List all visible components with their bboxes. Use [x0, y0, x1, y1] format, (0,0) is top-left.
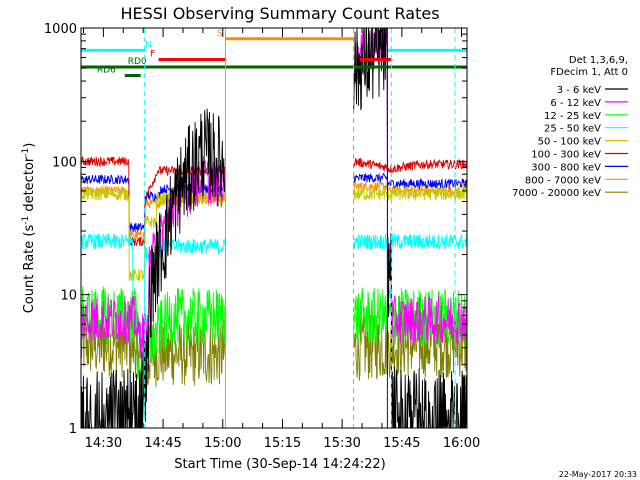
x-tick-label: 16:00	[443, 436, 480, 451]
series-line-12_25keV	[81, 286, 467, 380]
x-tick-label: 15:15	[264, 436, 301, 451]
x-axis-label: Start Time (30-Sep-14 14:24:22)	[174, 457, 385, 472]
legend-label: 100 - 300 keV	[531, 150, 601, 161]
series-line-50_100keV	[81, 186, 467, 282]
y-tick-label: 10	[60, 289, 77, 304]
legend-header: Det 1,3,6,9,	[569, 55, 628, 66]
legend-header: FDecim 1, Att 0	[550, 67, 628, 78]
legend-label: 6 - 12 keV	[550, 98, 601, 109]
vertical-markers	[144, 28, 456, 428]
legend-label: 3 - 6 keV	[557, 85, 601, 96]
flag-bars: NF S RD0 RD6	[81, 29, 467, 78]
y-tick-label: 1	[69, 422, 77, 437]
legend: Det 1,3,6,9,FDecim 1, Att 0 3 - 6 keV 6 - …	[512, 55, 628, 199]
x-tick-label: 14:45	[144, 436, 181, 451]
series-line-6_12keV	[81, 28, 467, 360]
timestamp: 22-May-2017 20:33	[559, 470, 637, 479]
flag-label-f: F	[150, 50, 155, 60]
flag-label-n: N	[145, 40, 152, 50]
legend-label: 25 - 50 keV	[544, 124, 601, 135]
flag-label-rd0: RD0	[128, 57, 147, 67]
series-line-800_7000keV	[81, 180, 467, 240]
plot-area	[81, 28, 467, 428]
y-tick-label: 1000	[44, 22, 77, 37]
legend-label: 12 - 25 keV	[544, 111, 601, 122]
legend-label: 50 - 100 keV	[538, 137, 602, 148]
x-tick-label: 15:00	[204, 436, 241, 451]
axes: 1 10 100 1000 14:30 14:45 15:00 15:15 15:30 15:45…	[44, 22, 480, 451]
y-axis-label: Count Rate (s-1 detector-1)	[21, 143, 37, 314]
plot-frame	[80, 27, 468, 429]
flag-label-s: S	[217, 29, 223, 39]
x-tick-label: 15:45	[383, 436, 420, 451]
chart-title: HESSI Observing Summary Count Rates	[120, 4, 439, 23]
x-tick-label: 14:30	[85, 436, 122, 451]
legend-label: 800 - 7000 keV	[525, 175, 601, 186]
x-tick-label: 15:30	[323, 436, 360, 451]
y-tick-label: 100	[52, 155, 77, 170]
series-line-300_800keV	[81, 172, 467, 232]
legend-label: 300 - 800 keV	[531, 162, 601, 173]
legend-label: 7000 - 20000 keV	[512, 188, 601, 199]
flag-label-rd6: RD6	[97, 66, 116, 76]
